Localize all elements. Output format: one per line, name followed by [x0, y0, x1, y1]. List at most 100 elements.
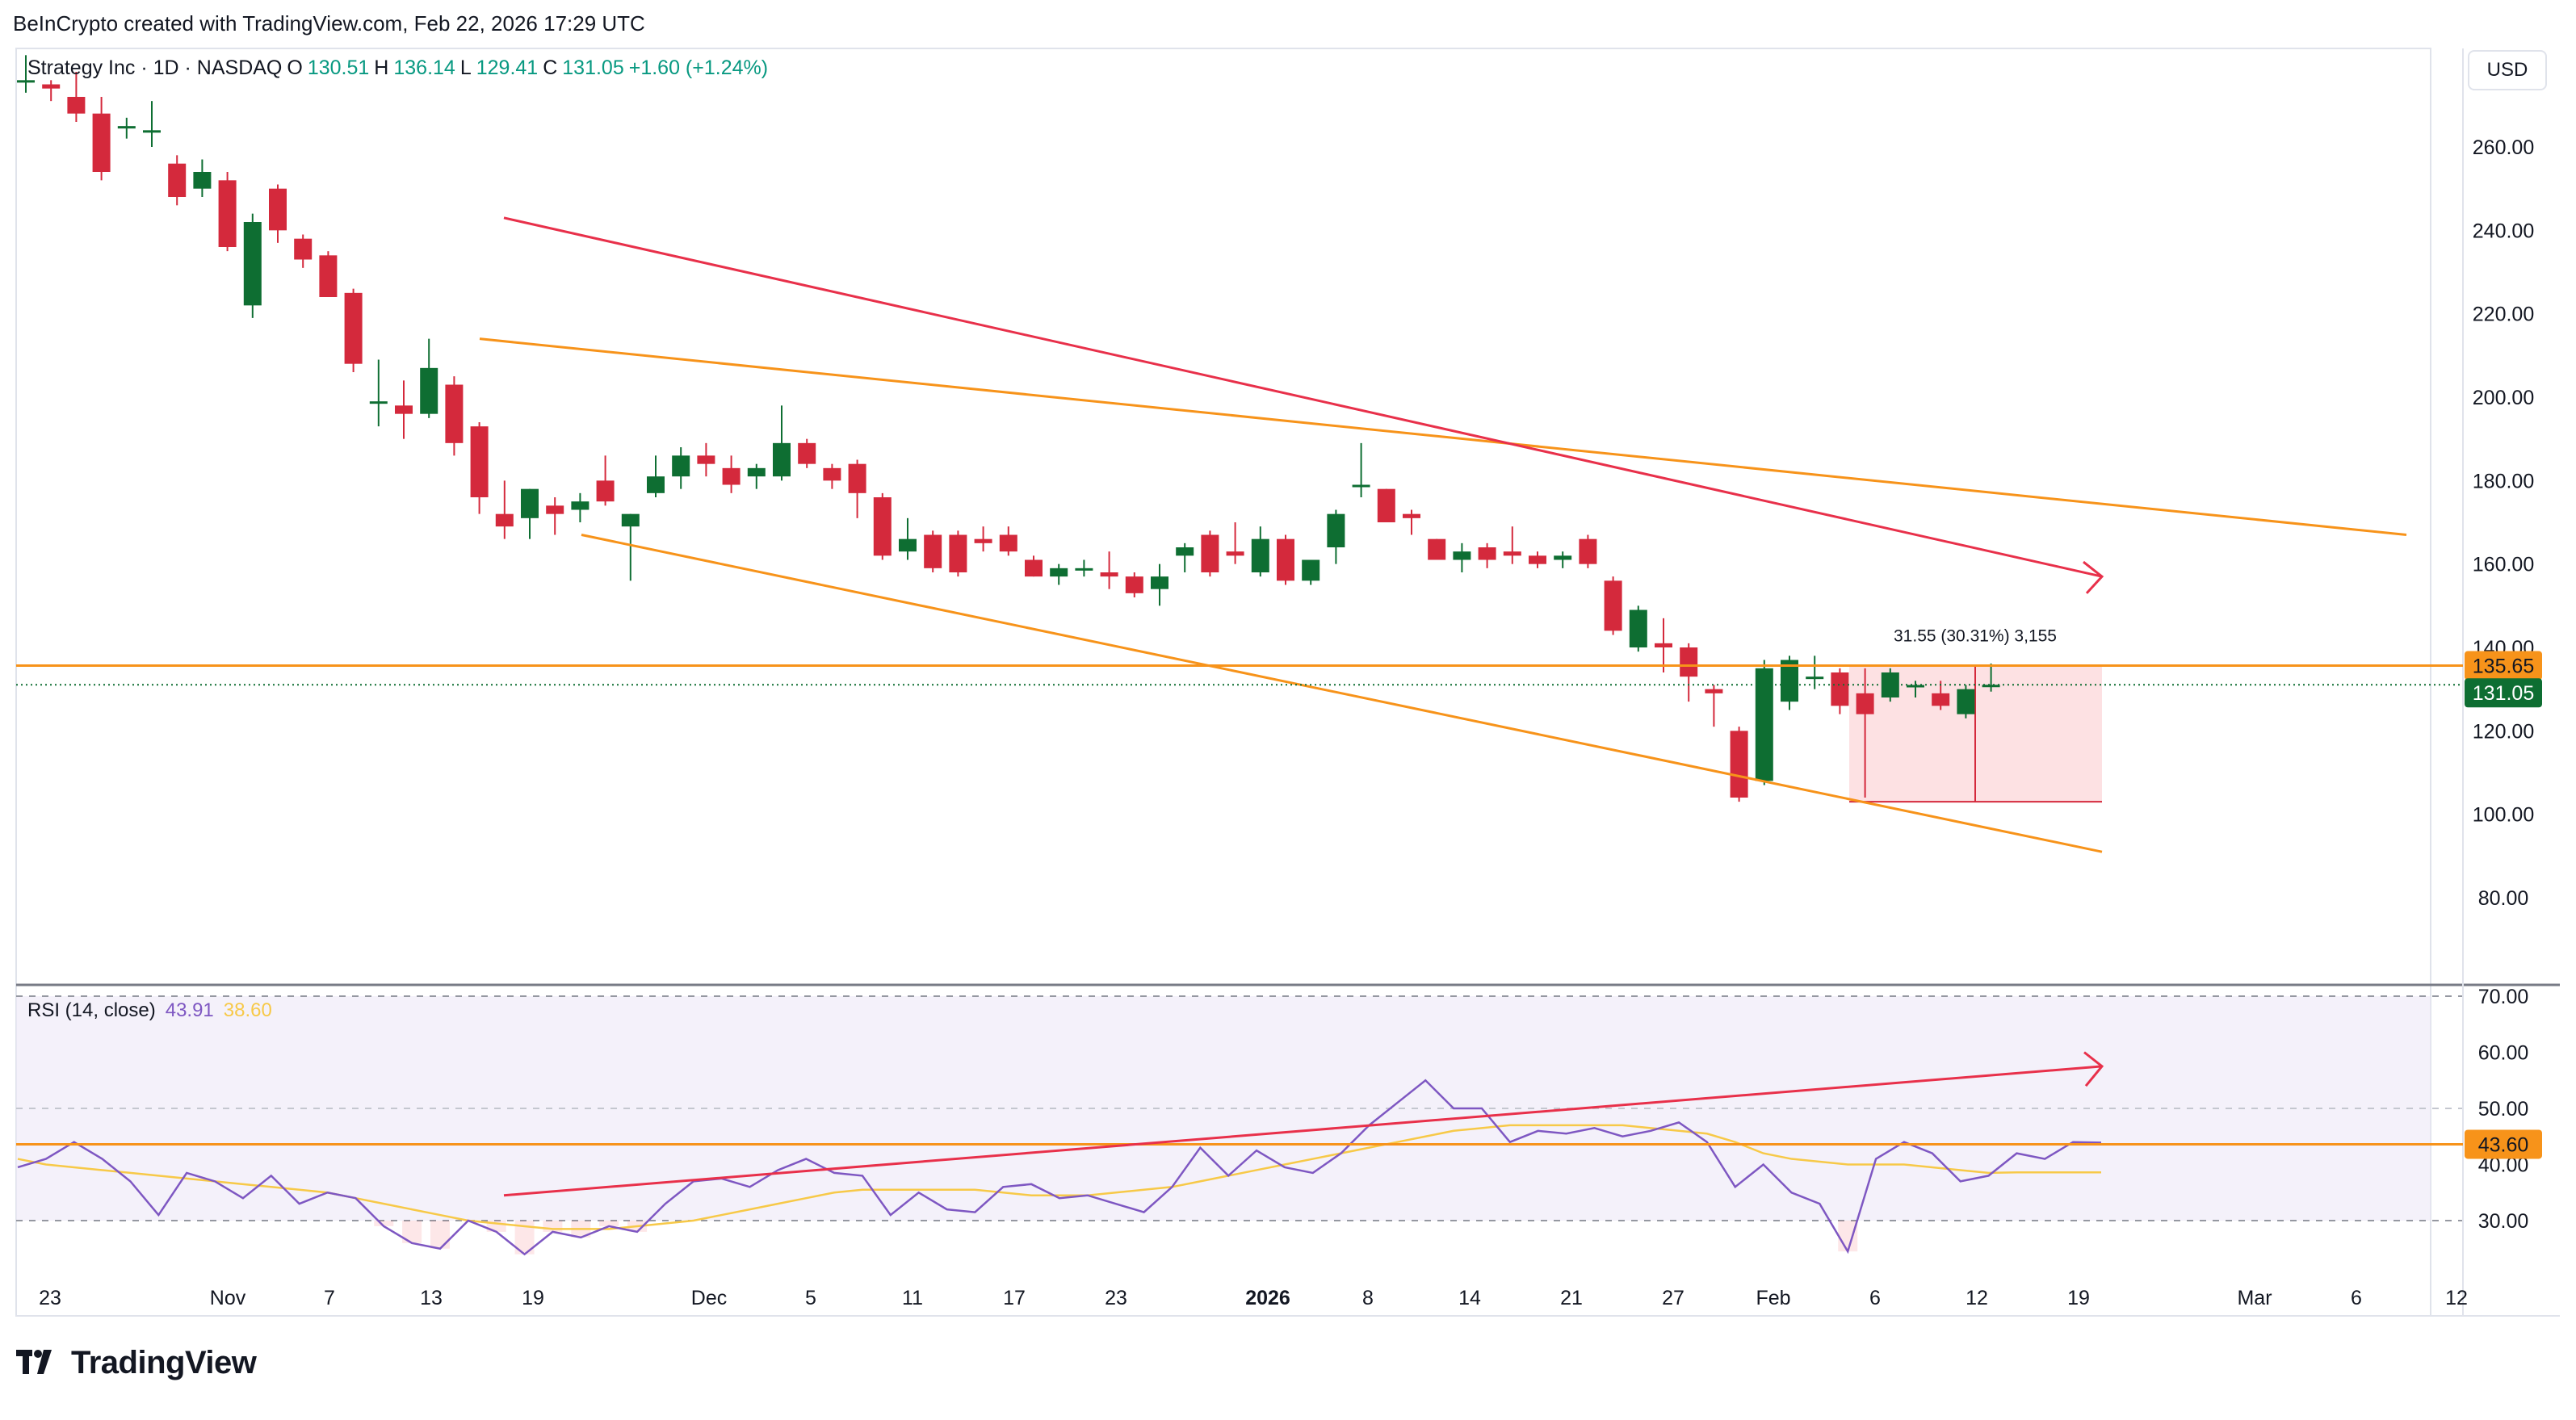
- candle-body: [1856, 693, 1874, 714]
- candle-body: [1781, 660, 1798, 702]
- candle-body: [974, 538, 992, 543]
- time-axis[interactable]: 23 Nov 7 13 19 Dec 5 11 17 23 2026 8 14 21 27 Feb 6 12 19 M…: [39, 1287, 2468, 1309]
- candle-body: [470, 426, 489, 497]
- candle-body: [1428, 538, 1446, 560]
- candle-body: [1201, 534, 1219, 572]
- open-value: 130.51: [307, 57, 370, 79]
- time-tick-label: 23: [39, 1287, 61, 1309]
- resistance-price-tag: 135.65: [2473, 655, 2534, 677]
- time-tick-label: 19: [522, 1287, 544, 1309]
- time-tick-label: 12: [2445, 1287, 2468, 1309]
- symbol-name[interactable]: Strategy Inc · 1D · NASDAQ: [27, 57, 283, 79]
- candle-body: [1730, 731, 1748, 798]
- candle-body: [67, 97, 86, 114]
- candle-body: [1579, 538, 1597, 564]
- symbol-legend[interactable]: Strategy Inc · 1D · NASDAQ O 130.51 H 136.…: [27, 57, 768, 80]
- candle-body: [1629, 609, 1647, 647]
- rsi-divergence-line: [503, 1065, 2103, 1197]
- oversold-fill: [1838, 1221, 1858, 1252]
- trendline-arrowhead: [2083, 560, 2104, 594]
- candle-body: [1529, 555, 1546, 564]
- price-tick-label: 220.00: [2473, 304, 2534, 326]
- time-tick-label: 8: [1362, 1287, 1374, 1309]
- candle-body: [1050, 568, 1068, 577]
- price-tick-label: 180.00: [2473, 470, 2534, 492]
- brand-name: TradingView: [71, 1345, 257, 1380]
- candle-body: [1403, 513, 1420, 518]
- candle-body: [672, 455, 690, 477]
- time-tick-label: 17: [1003, 1287, 1026, 1309]
- time-tick-label: 23: [1105, 1287, 1127, 1309]
- candle-body: [369, 401, 388, 404]
- candles[interactable]: [17, 55, 2000, 802]
- candle-body: [873, 497, 892, 556]
- rsi-legend[interactable]: RSI (14, close) 43.91 38.60: [27, 999, 272, 1022]
- candle-body: [1554, 555, 1572, 560]
- last-price-tag: 131.05: [2473, 682, 2534, 705]
- chart-credit: BeInCrypto created with TradingView.com,…: [13, 11, 645, 36]
- candle-body: [848, 463, 866, 493]
- tradingview-logo[interactable]: TradingView: [16, 1345, 257, 1381]
- candle-body: [647, 476, 665, 493]
- time-tick-label: 6: [2351, 1287, 2362, 1309]
- upper-channel-line: [479, 337, 2407, 536]
- candle-body: [1957, 689, 1975, 714]
- rsi-tick-label: 50.00: [2478, 1098, 2529, 1121]
- currency-button[interactable]: USD: [2468, 50, 2547, 90]
- candle-body: [1453, 551, 1471, 560]
- time-tick-label: 5: [805, 1287, 816, 1309]
- candle-body: [1075, 568, 1093, 571]
- candle-body: [1503, 551, 1521, 556]
- change-value: +1.60 (+1.24%): [628, 57, 769, 79]
- candle-body: [1251, 538, 1269, 572]
- lower-channel-line: [581, 534, 2103, 853]
- candle-body: [1302, 559, 1320, 581]
- close-value: 131.05: [562, 57, 624, 79]
- oversold-fill: [543, 1221, 563, 1232]
- candle-body: [1125, 576, 1143, 593]
- resistance-price-tag-bg: [2465, 651, 2542, 681]
- candle-body: [445, 384, 464, 443]
- price-tick-label: 160.00: [2473, 554, 2534, 576]
- candle-body: [243, 222, 262, 306]
- candle-body: [1680, 647, 1698, 677]
- price-tick-label: 120.00: [2473, 720, 2534, 743]
- high-label: H: [374, 57, 389, 79]
- tradingview-logo-icon: [16, 1349, 52, 1374]
- open-label: O: [287, 57, 303, 79]
- candle-body: [1100, 572, 1118, 577]
- candle-body: [596, 480, 615, 502]
- price-tags: 135.65 131.05 43.60: [2465, 651, 2542, 1159]
- rsi-line: [17, 1079, 2102, 1256]
- candle-body: [924, 534, 942, 568]
- candle-body: [697, 455, 715, 464]
- candle-body: [1176, 547, 1194, 556]
- candle-body: [1478, 547, 1496, 560]
- time-tick-label: 19: [2067, 1287, 2090, 1309]
- measure-label: 31.55 (30.31%) 3,155: [1894, 626, 2057, 645]
- time-tick-label: 27: [1662, 1287, 1684, 1309]
- candle-body: [899, 538, 917, 552]
- time-tick-label: 6: [1869, 1287, 1881, 1309]
- candle-body: [1377, 488, 1395, 522]
- candle-body: [1604, 580, 1622, 631]
- candle-body: [1755, 668, 1773, 781]
- candle-body: [621, 513, 640, 527]
- rsi-level-tag: 43.60: [2478, 1133, 2529, 1156]
- candle-body: [495, 513, 514, 527]
- candle-body: [143, 130, 161, 133]
- rsi-ma-value: 38.60: [223, 999, 272, 1021]
- price-axis[interactable]: 260.00240.00220.00200.00180.00160.00140.…: [2473, 136, 2534, 910]
- rsi-lines: [16, 1051, 2463, 1256]
- rsi-value: 43.91: [165, 999, 214, 1021]
- candle-body: [823, 467, 841, 481]
- rsi-legend-label[interactable]: RSI (14, close): [27, 999, 156, 1021]
- candle-body: [117, 126, 136, 129]
- candle-body: [269, 188, 287, 231]
- candle-body: [1655, 643, 1672, 647]
- drawn-lines[interactable]: [16, 216, 2463, 853]
- rsi-ma-line: [17, 1124, 2101, 1230]
